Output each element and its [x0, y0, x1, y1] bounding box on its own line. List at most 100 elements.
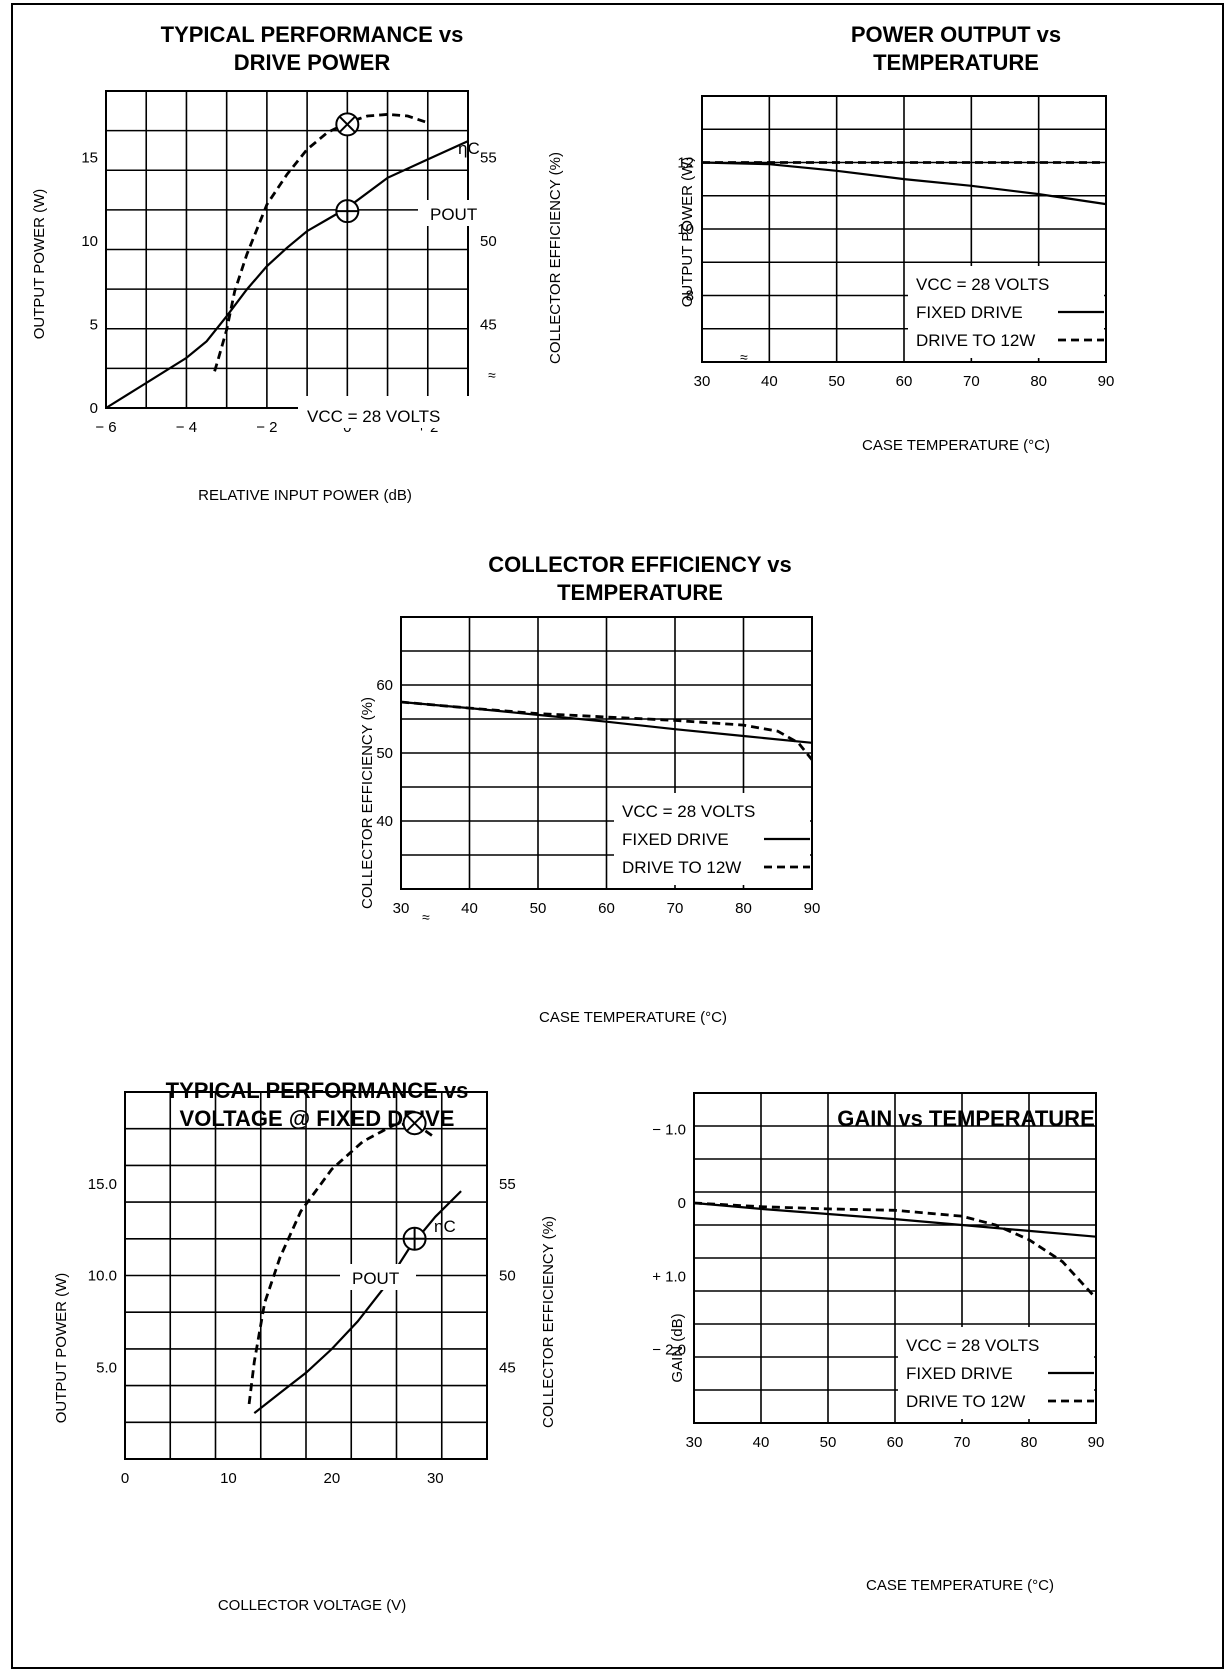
- chart-4-title-line-1: TYPICAL PERFORMANCE vs: [166, 1078, 469, 1103]
- chart-4-y-tick-label: 5.0: [96, 1359, 117, 1376]
- chart-1-x-tick-label: − 4: [176, 419, 197, 436]
- chart-3-x-tick-label: 40: [461, 900, 478, 917]
- page-border: [11, 3, 1224, 1669]
- chart-5-x-tick-label: 70: [954, 1434, 971, 1451]
- chart-3-x-tick-label: 90: [804, 900, 821, 917]
- chart-5-plot-frame: [693, 1092, 1097, 1424]
- chart-5-legend-item-label: FIXED DRIVE: [906, 1364, 1013, 1383]
- chart-2-y-tick-label: 10: [677, 221, 694, 238]
- chart-4-x-tick-label: 20: [324, 1470, 341, 1487]
- chart-5-y-tick-label: − 1.0: [652, 1122, 686, 1139]
- chart-4-otimes-marker-stroke: [406, 1114, 424, 1132]
- chart-2-series-fixed-drive-line: [701, 161, 1107, 206]
- chart-1-y-tick-label: 15: [81, 150, 98, 167]
- chart-2-y-axis-break: ≈: [740, 349, 748, 365]
- chart-1-y2-tick-label: 50: [480, 233, 497, 250]
- chart-4-y2-tick-label: 50: [499, 1268, 516, 1285]
- chart-5-x-tick-label: 30: [686, 1434, 703, 1451]
- chart-3-x-axis-label: CASE TEMPERATURE (°C): [539, 1009, 727, 1026]
- chart-power-output-vs-temperature: POWER OUTPUT vs TEMPERATURE 30 40 50 60 70 80…: [677, 22, 1114, 454]
- chart-2-x-tick-label: 70: [963, 373, 980, 390]
- chart-4-x-axis-label: COLLECTOR VOLTAGE (V): [218, 1597, 406, 1614]
- chart-1-y2-axis-label: COLLECTOR EFFICIENCY (%): [547, 152, 564, 364]
- chart-4-y2-tick-label: 55: [499, 1176, 516, 1193]
- chart-collector-efficiency-vs-temperature: COLLECTOR EFFICIENCY vs TEMPERATURE 30 40…: [359, 552, 820, 1026]
- chart-1-y-tick-label: 0: [90, 400, 98, 417]
- chart-3-y-tick-label: 50: [376, 745, 393, 762]
- chart-3-x-tick-label: 60: [598, 900, 615, 917]
- chart-2-x-tick-label: 80: [1030, 373, 1047, 390]
- chart-1-annotation-vcc: VCC = 28 VOLTS: [307, 407, 440, 426]
- chart-5-series-fixed-drive-line: [693, 1201, 1097, 1238]
- chart-1-etac-label: ηC: [458, 139, 480, 158]
- chart-4-y-axis-label: OUTPUT POWER (W): [53, 1273, 70, 1424]
- chart-3-x-tick-label: 30: [393, 900, 410, 917]
- chart-2-x-tick-label: 40: [761, 373, 778, 390]
- chart-4-pout-label-bg: [340, 1264, 416, 1290]
- chart-5-x-tick-label: 40: [753, 1434, 770, 1451]
- chart-2-x-tick-label: 50: [828, 373, 845, 390]
- chart-1-title-line-1: TYPICAL PERFORMANCE vs: [161, 22, 464, 47]
- chart-1-series-pout-line: [105, 140, 469, 409]
- chart-2-x-tick-label: 90: [1098, 373, 1115, 390]
- chart-3-legend-item-label: FIXED DRIVE: [622, 830, 729, 849]
- chart-2-y-tick-label: 12: [677, 155, 694, 172]
- chart-2-x-tick-label: 30: [694, 373, 711, 390]
- chart-4-y-tick-label: 15.0: [88, 1176, 117, 1193]
- chart-2-legend-item-label: FIXED DRIVE: [916, 303, 1023, 322]
- chart-3-title-line-1: COLLECTOR EFFICIENCY vs: [488, 552, 792, 577]
- chart-1-otimes-marker-stroke: [338, 115, 356, 133]
- chart-5-legend-title: VCC = 28 VOLTS: [906, 1336, 1039, 1355]
- chart-5-x-axis-label: CASE TEMPERATURE (°C): [866, 1577, 1054, 1594]
- chart-4-y2-axis-label: COLLECTOR EFFICIENCY (%): [540, 1216, 557, 1428]
- chart-4-series-pout-line: [253, 1190, 462, 1414]
- chart-2-y-axis-label: OUTPUT POWER (W): [679, 157, 696, 308]
- chart-1-y-tick-label: 10: [81, 233, 98, 250]
- chart-3-y-axis-label: COLLECTOR EFFICIENCY (%): [359, 697, 376, 909]
- chart-1-y-axis-label: OUTPUT POWER (W): [31, 189, 48, 340]
- chart-3-x-tick-label: 80: [735, 900, 752, 917]
- chart-5-x-tick-label: 60: [887, 1434, 904, 1451]
- chart-4-x-tick-label: 0: [121, 1470, 129, 1487]
- chart-1-pout-label: POUT: [430, 205, 477, 224]
- chart-3-title-line-2: TEMPERATURE: [557, 580, 723, 605]
- chart-1-y2-tick-label: 55: [480, 150, 497, 167]
- chart-5-y-tick-label: − 2.0: [652, 1342, 686, 1359]
- chart-1-annotation-box: [298, 396, 490, 428]
- chart-1-y2-axis-break: ≈: [488, 367, 496, 383]
- chart-1-x-tick-label: − 6: [95, 419, 116, 436]
- chart-2-title-line-1: POWER OUTPUT vs: [851, 22, 1061, 47]
- chart-5-series-drive-to-12w-line: [693, 1201, 1098, 1300]
- chart-5-x-tick-label: 50: [820, 1434, 837, 1451]
- chart-2-legend-title: VCC = 28 VOLTS: [916, 275, 1049, 294]
- chart-1-plot-frame: [105, 90, 469, 409]
- chart-3-legend-title: VCC = 28 VOLTS: [622, 802, 755, 821]
- chart-2-x-axis-label: CASE TEMPERATURE (°C): [862, 437, 1050, 454]
- chart-4-y2-tick-label: 45: [499, 1359, 516, 1376]
- chart-gain-vs-temperature: GAIN vs TEMPERATURE 30 40 50 60 70 80 90 − 1.0 0…: [652, 1092, 1104, 1594]
- chart-1-x-axis-label: RELATIVE INPUT POWER (dB): [198, 487, 412, 504]
- chart-3-plot-frame: [400, 616, 813, 890]
- chart-4-pout-label: POUT: [352, 1269, 399, 1288]
- chart-2-title-line-2: TEMPERATURE: [873, 50, 1039, 75]
- chart-4-x-tick-label: 30: [427, 1470, 444, 1487]
- chart-5-y-tick-label: + 1.0: [652, 1268, 686, 1285]
- chart-5-y-axis-label: GAIN (dB): [669, 1313, 686, 1382]
- chart-4-y-tick-label: 10.0: [88, 1268, 117, 1285]
- chart-3-series-drive-to-12w-line: [400, 700, 814, 761]
- chart-3-x-tick-label: 70: [667, 900, 684, 917]
- chart-4-x-tick-label: 10: [220, 1470, 237, 1487]
- chart-3-y-tick-label: 40: [376, 813, 393, 830]
- chart-3-y-tick-label: 60: [376, 677, 393, 694]
- chart-1-y-tick-label: 5: [90, 317, 98, 334]
- chart-2-x-tick-label: 60: [896, 373, 913, 390]
- chart-1-series-c-line: [213, 112, 429, 372]
- chart-1-title-line-2: DRIVE POWER: [234, 50, 391, 75]
- chart-2-plot-frame: [701, 95, 1107, 363]
- chart-2-y-tick-label: 8: [686, 288, 694, 305]
- chart-typical-performance-vs-drive-power: TYPICAL PERFORMANCE vs DRIVE POWER − 6 − …: [31, 22, 564, 504]
- chart-typical-performance-vs-voltage: TYPICAL PERFORMANCE vs VOLTAGE @ FIXED D…: [53, 1078, 557, 1614]
- chart-4-plot-frame: [124, 1091, 488, 1460]
- chart-1-x-tick-label: − 2: [256, 419, 277, 436]
